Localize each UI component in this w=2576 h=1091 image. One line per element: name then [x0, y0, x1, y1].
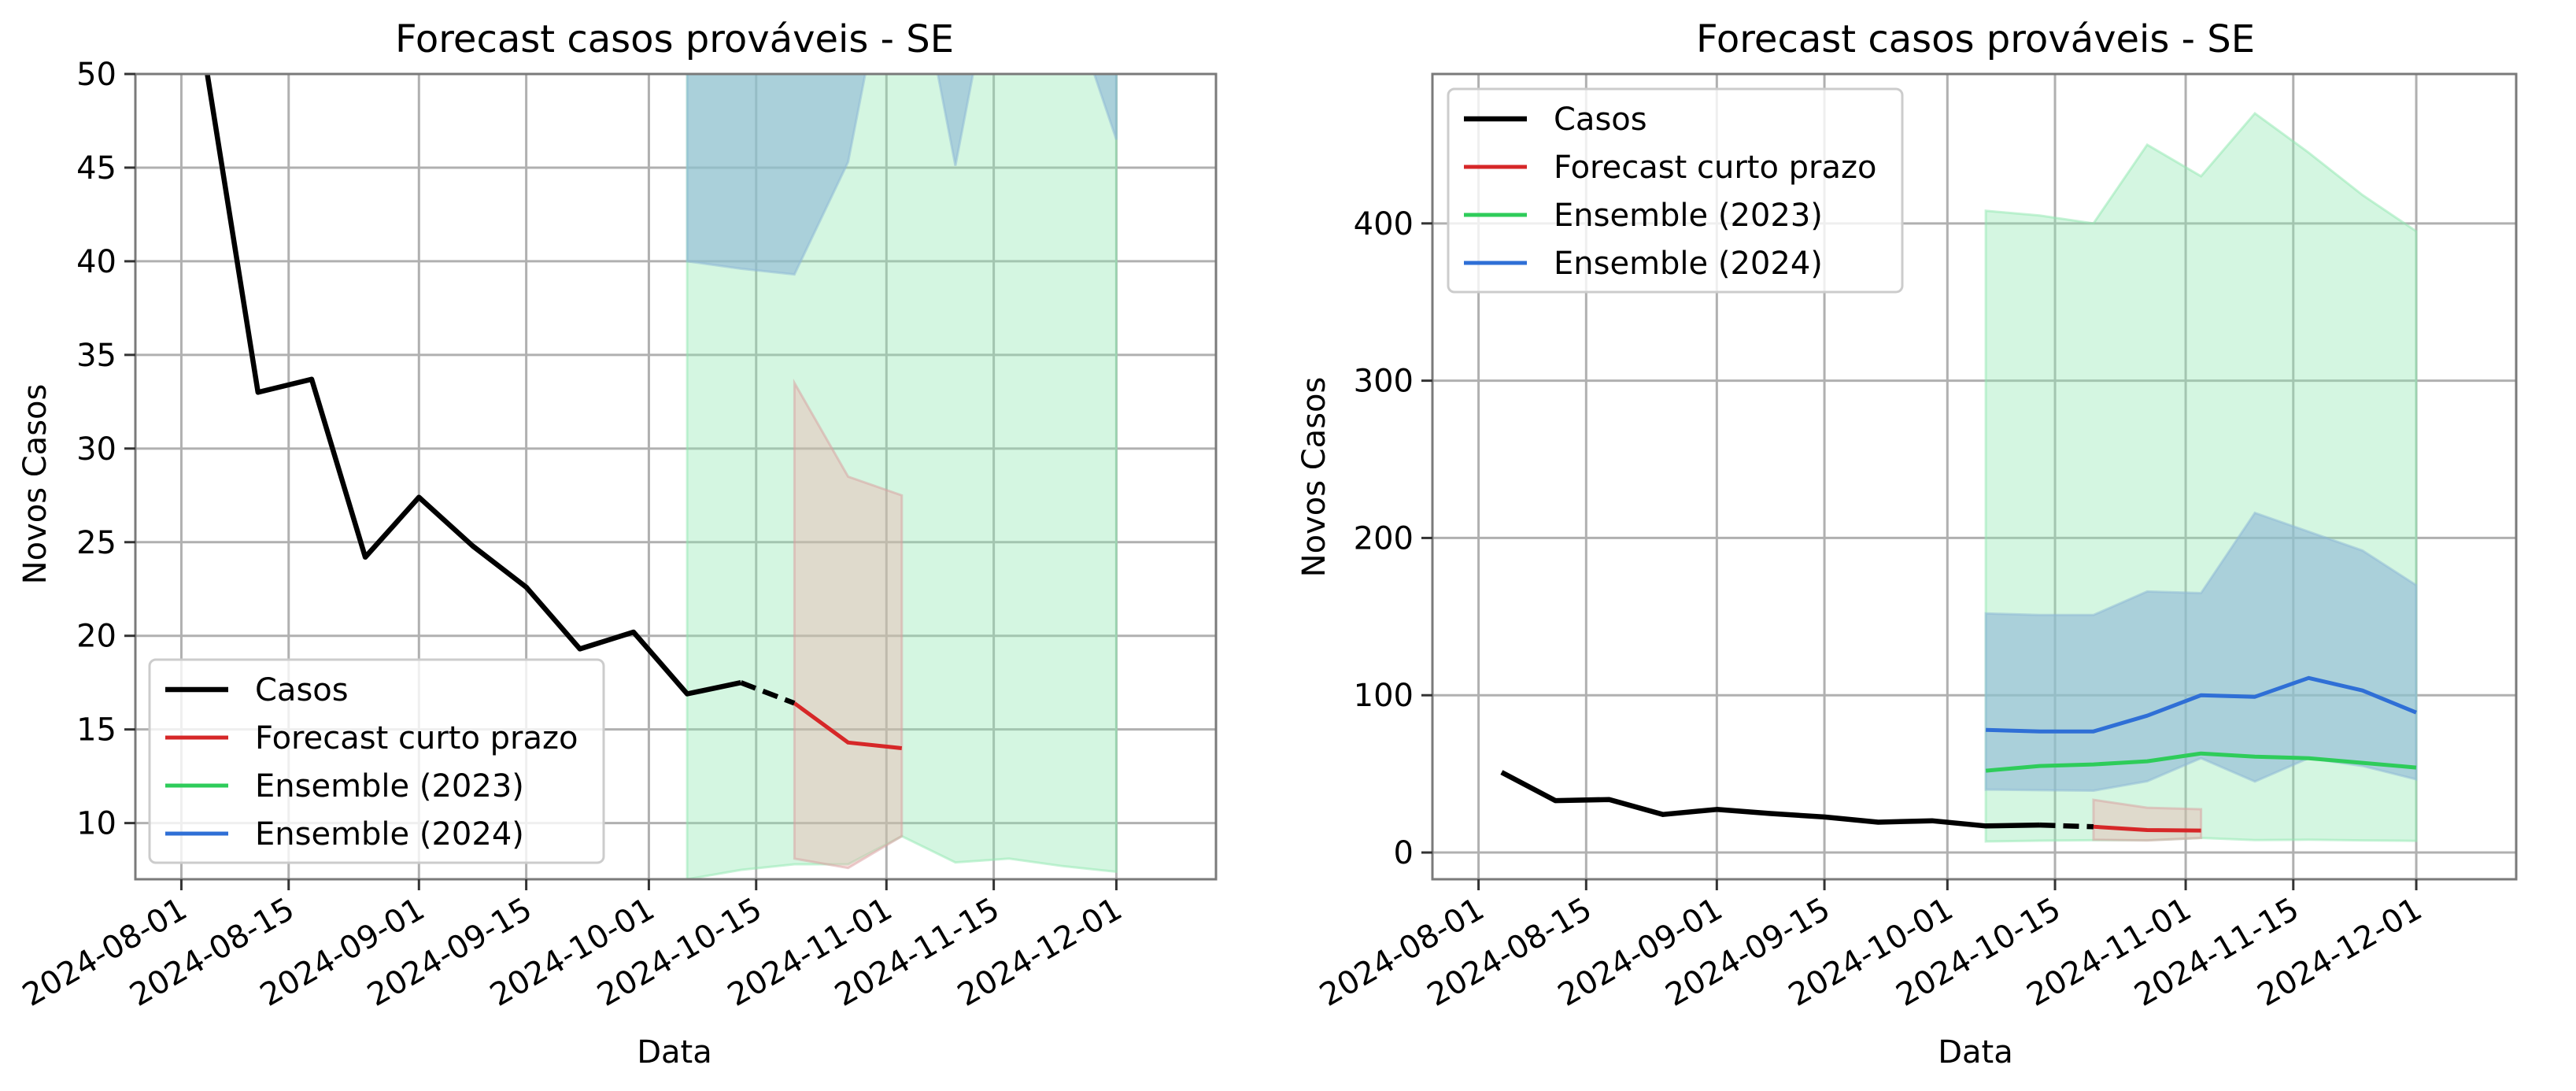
left-chart-ylabel: Novos Casos: [17, 384, 54, 585]
legend-label: Ensemble (2024): [255, 816, 524, 852]
casos-line: [205, 74, 741, 697]
legend-label: Forecast curto prazo: [255, 720, 578, 756]
y-tick-label: 100: [1354, 678, 1414, 714]
legend-label: Ensemble (2024): [1554, 246, 1823, 282]
casos-line: [1500, 770, 2040, 829]
ensemble-2024-band: [1984, 511, 2418, 793]
y-tick-label: 50: [76, 57, 116, 93]
y-axis: 0 100 200 300 400: [1354, 206, 1432, 871]
y-tick-label: 15: [76, 712, 116, 749]
y-tick-label: 30: [76, 431, 116, 468]
y-tick-label: 200: [1354, 520, 1414, 557]
forecast-line: [793, 701, 903, 750]
y-tick-label: 0: [1394, 835, 1414, 871]
plot-frame: [134, 72, 1218, 881]
legend-item-ensemble-2024: Ensemble (2024): [165, 816, 524, 852]
legend-label: Casos: [1554, 102, 1647, 138]
ensemble-2024-line: [1986, 675, 2417, 734]
ensemble-2023-line: [1985, 751, 2417, 773]
legend-item-casos: Casos: [1464, 102, 1647, 138]
legend-label: Ensemble (2023): [255, 768, 524, 804]
y-tick-label: 35: [76, 338, 116, 374]
left-chart-title: Forecast casos prováveis - SE: [395, 17, 954, 61]
y-tick-label: 20: [76, 619, 116, 655]
y-tick-label: 45: [76, 150, 116, 187]
casos-line-dashed: [740, 680, 796, 706]
forecast-line: [2093, 824, 2201, 833]
y-tick-label: 10: [76, 806, 116, 842]
legend-label: Casos: [255, 672, 349, 708]
legend-item-forecast: Forecast curto prazo: [1464, 150, 1876, 186]
legend-label: Ensemble (2023): [1554, 198, 1823, 234]
legend-box: [1447, 87, 1904, 294]
right-chart-legend: Casos Forecast curto prazo Ensemble (2023)…: [1447, 87, 1904, 294]
left-chart-legend: Casos Forecast curto prazo Ensemble (2023)…: [148, 658, 605, 864]
y-axis: 10 15 20 25 30 35 40 45 50: [76, 57, 135, 842]
y-tick-label: 300: [1354, 364, 1414, 400]
legend-item-ensemble-2023: Ensemble (2023): [165, 768, 524, 804]
legend-item-ensemble-2023: Ensemble (2023): [1464, 198, 1823, 234]
casos-line-dashed: [2039, 822, 2094, 830]
legend-item-ensemble-2024: Ensemble (2024): [1464, 246, 1823, 282]
right-chart-ylabel: Novos Casos: [1296, 377, 1332, 578]
y-tick-label: 40: [76, 244, 116, 280]
legend-label: Forecast curto prazo: [1554, 150, 1876, 186]
left-chart-xlabel: Data: [637, 1034, 712, 1071]
ensemble-2024-band: [686, 74, 1118, 276]
right-chart-title: Forecast casos prováveis - SE: [1696, 17, 2255, 61]
plot-frame: [1431, 72, 2518, 881]
legend-item-casos: Casos: [165, 672, 349, 708]
legend-item-forecast: Forecast curto prazo: [165, 720, 578, 756]
y-tick-label: 400: [1354, 206, 1414, 242]
legend-box: [148, 658, 605, 864]
y-tick-label: 25: [76, 525, 116, 561]
right-chart-xlabel: Data: [1938, 1034, 2013, 1071]
